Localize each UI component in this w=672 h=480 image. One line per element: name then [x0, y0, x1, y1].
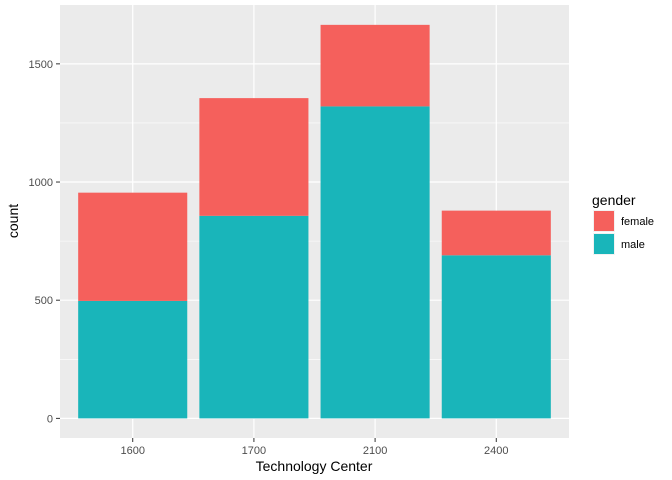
y-tick-label: 1500 — [29, 59, 53, 71]
bar-male-1600 — [78, 300, 188, 419]
x-axis-title: Technology Center — [256, 458, 373, 474]
bar-female-2400 — [441, 210, 551, 256]
legend-label-female: female — [621, 216, 654, 228]
y-axis: 0 500 1000 1500 — [29, 59, 60, 425]
y-axis-title: count — [5, 204, 21, 238]
x-axis: 1600 1700 2100 2400 — [120, 438, 509, 457]
legend-label-male: male — [621, 239, 645, 251]
legend-entries: female male — [593, 210, 654, 255]
legend-swatch-female — [594, 211, 614, 231]
x-tick-label: 2100 — [363, 445, 387, 457]
bar-male-2400 — [441, 255, 551, 419]
x-tick-label: 2400 — [484, 445, 508, 457]
legend-swatch-male — [594, 234, 614, 254]
x-tick-label: 1700 — [242, 445, 266, 457]
bar-male-1700 — [199, 215, 309, 419]
bars — [78, 24, 551, 419]
bar-female-2100 — [320, 24, 430, 107]
bar-male-2100 — [320, 106, 430, 419]
bar-female-1600 — [78, 192, 188, 301]
x-tick-label: 1600 — [120, 445, 144, 457]
y-tick-label: 1000 — [29, 177, 53, 189]
y-tick-label: 500 — [35, 295, 53, 307]
bar-female-1700 — [199, 98, 309, 216]
legend-title: gender — [592, 192, 636, 208]
legend: gender female male — [592, 192, 654, 255]
y-tick-label: 0 — [47, 413, 53, 425]
